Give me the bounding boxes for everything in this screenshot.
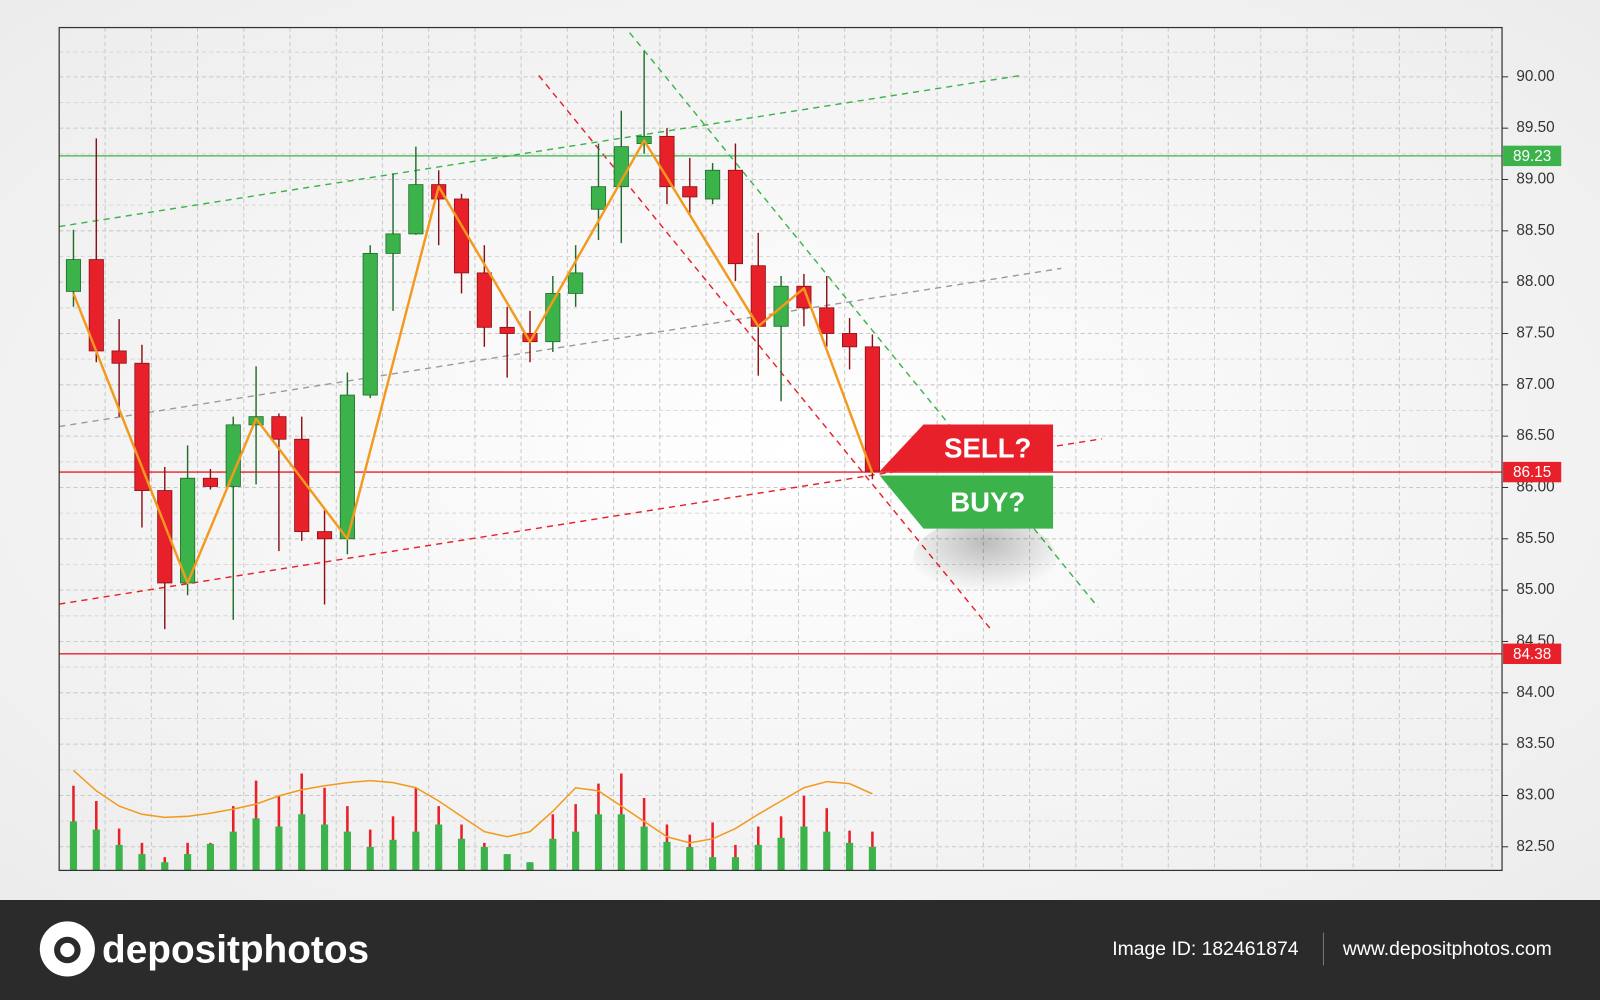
volume-bar [709, 857, 717, 871]
volume-bar [731, 857, 740, 871]
y-tick-label: 84.00 [1516, 684, 1554, 701]
volume-bar [549, 838, 557, 871]
trend-line [59, 267, 1062, 428]
volume-bar [663, 841, 671, 871]
volume-bar [754, 844, 762, 871]
candle-body [705, 169, 721, 200]
volume-bar [206, 843, 214, 871]
candle-body [431, 184, 447, 200]
y-tick-label: 83.00 [1516, 787, 1554, 804]
brand: depositphotos [102, 928, 369, 971]
volume-bar [138, 854, 146, 871]
y-tick-label: 82.50 [1516, 838, 1554, 855]
volume-average [72, 769, 873, 844]
volume-bar [229, 831, 237, 871]
candle-body [271, 416, 287, 440]
candle-body [499, 326, 515, 334]
level-label: 84.38 [1513, 646, 1551, 663]
volume-bar [572, 831, 580, 871]
volume-bar [526, 862, 534, 871]
candle-body [727, 169, 743, 265]
candle-body [362, 252, 378, 396]
y-tick-label: 90.00 [1516, 68, 1554, 85]
candle-body [202, 477, 218, 487]
level-label: 86.15 [1513, 464, 1551, 481]
candle-body [225, 424, 241, 487]
candle-body [65, 259, 82, 292]
volume-bar [777, 837, 785, 871]
sell-badge [879, 424, 1054, 472]
volume-bar [298, 814, 306, 871]
volume-bar [412, 831, 420, 871]
zigzag-line [72, 139, 874, 585]
level-badge [1503, 643, 1562, 664]
signal-shadow [913, 518, 1057, 600]
buy-badge [879, 475, 1054, 529]
volume-bar [252, 818, 260, 871]
background [0, 0, 1600, 900]
candle-body [476, 272, 492, 328]
candle-body [134, 362, 150, 491]
y-tick-label: 86.00 [1516, 479, 1554, 496]
volume-bar [800, 826, 808, 871]
volume-bar [320, 824, 329, 871]
level-badge [1503, 461, 1562, 483]
volume-bar [823, 831, 831, 871]
level-badge [1503, 145, 1562, 167]
y-tick-label: 86.50 [1516, 427, 1554, 444]
logo [60, 942, 75, 958]
candle-body [864, 346, 880, 472]
candle-body [111, 350, 127, 364]
volume-bar [846, 842, 854, 871]
image-id: Image ID: 182461874 [1112, 938, 1299, 960]
volume-bar [161, 862, 169, 871]
candle-body [568, 272, 584, 294]
level-label: 89.23 [1513, 148, 1551, 165]
volume-bar [92, 829, 100, 871]
y-tick-label: 85.50 [1516, 530, 1554, 547]
candle-body [842, 333, 858, 348]
y-tick-label: 83.50 [1516, 735, 1554, 752]
footer [0, 900, 1600, 1000]
volume-bar [686, 846, 694, 871]
volume-bar [617, 814, 625, 871]
y-tick-label: 89.00 [1516, 171, 1554, 188]
volume-bar [389, 839, 397, 871]
volume-bar [69, 821, 78, 871]
plot-frame [58, 26, 1503, 872]
volume-bar [480, 846, 488, 871]
trend-line [59, 74, 1021, 228]
candle-body [385, 233, 401, 254]
volume-bar [868, 846, 876, 871]
y-tick-label: 88.50 [1516, 222, 1554, 239]
candle-body [682, 186, 698, 198]
volume-bar [275, 826, 283, 871]
candle-body [819, 307, 835, 334]
trend-line [538, 75, 993, 632]
volume-bar [115, 844, 123, 871]
volume-bar [640, 826, 648, 871]
candle-body [294, 438, 310, 533]
website: www.depositphotos.com [1342, 938, 1552, 960]
marks [59, 51, 1509, 871]
buy-label: BUY? [950, 486, 1025, 517]
y-tick-label: 88.00 [1516, 273, 1554, 290]
volume-bar [366, 846, 374, 871]
volume-bar [503, 854, 511, 871]
candle-body [408, 184, 424, 235]
y-tick-label: 87.00 [1516, 376, 1554, 393]
volume-bar [184, 854, 192, 871]
candle-body [590, 186, 607, 210]
y-tick-label: 89.50 [1516, 119, 1554, 136]
volume-bar [457, 838, 466, 871]
volume-bar [435, 824, 443, 871]
volume-bar [343, 831, 351, 871]
sell-label: SELL? [944, 432, 1031, 463]
y-tick-label: 87.50 [1516, 325, 1554, 342]
candle-body [317, 531, 333, 540]
volume-bar [594, 814, 603, 871]
y-tick-label: 85.00 [1516, 581, 1554, 598]
